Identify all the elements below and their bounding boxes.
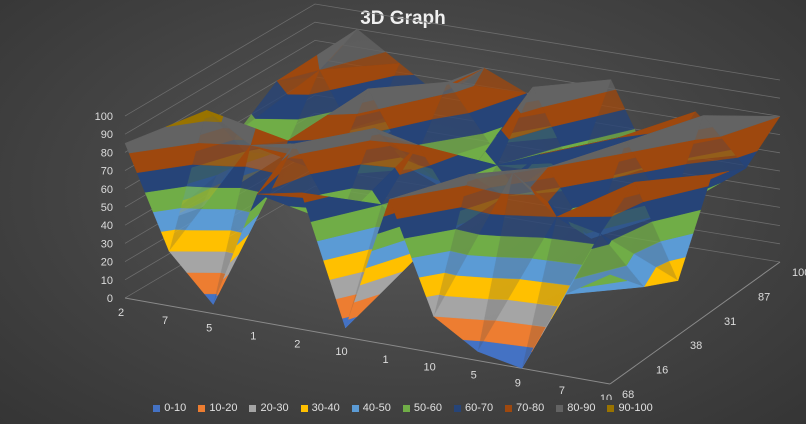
surface-facet: [544, 216, 557, 239]
legend-item: 80-90: [556, 402, 595, 414]
x-tick-label: 5: [471, 370, 477, 382]
surface-facet: [394, 144, 418, 176]
surface-facet: [233, 145, 251, 167]
x-tick-label: 10: [600, 393, 612, 400]
surface-facet: [433, 316, 485, 342]
gridline: [124, 39, 781, 153]
z-tick-label: 70: [101, 166, 113, 178]
z-tick-label: 30: [101, 238, 113, 250]
surface-plot: 0 10 20 30 40 50 60 70 80 90 100 2 7 5 1 2 10 1 10 5 9 7 10 68 1…: [95, 3, 806, 400]
z-tick-label: 80: [101, 147, 113, 159]
legend-swatch: [402, 404, 410, 412]
legend-item: 0-10: [153, 402, 186, 414]
legend-label: 60-70: [465, 402, 494, 414]
surface-facet: [516, 87, 533, 114]
x-tick-label: 10: [424, 362, 436, 374]
z-tick-label: 20: [101, 257, 113, 269]
surface-facet: [539, 137, 619, 155]
surface-facet: [286, 69, 321, 95]
gridline: [124, 21, 781, 135]
surface-facet: [301, 192, 329, 203]
surface-facet: [165, 110, 208, 128]
x-tick-label: 5: [206, 323, 212, 335]
legend-item: 70-80: [505, 402, 544, 414]
legend-label: 10-20: [209, 402, 238, 414]
surface-facet: [317, 28, 358, 71]
legend-item: 10-20: [198, 402, 237, 414]
z-tick-label: 100: [95, 111, 113, 123]
x-tick-label: 2: [294, 338, 300, 350]
legend-swatch: [607, 404, 615, 412]
x-tick-label: 7: [162, 315, 168, 327]
x-axis-line: [124, 297, 611, 385]
y-tick-label: 38: [690, 340, 702, 352]
surface-facet: [580, 274, 628, 288]
legend-swatch: [505, 404, 513, 412]
y-tick-label: 68: [622, 389, 634, 400]
legend-swatch: [454, 404, 462, 412]
legend-item: 90-100: [607, 402, 653, 414]
legend-swatch: [249, 404, 257, 412]
surface-facet: [547, 141, 627, 168]
legend: 0-10 10-20 20-30 30-40 40-50 50-60 60-70 70-80 8…: [0, 402, 806, 414]
surface-facet: [556, 181, 636, 218]
legend-label: 70-80: [516, 402, 545, 414]
legend-label: 0-10: [164, 402, 187, 414]
surface-facet: [281, 143, 295, 161]
surface-facet: [389, 174, 470, 200]
legend-label: 20-30: [260, 402, 289, 414]
x-tick-label: 10: [335, 346, 347, 358]
x-tick-label: 9: [515, 377, 521, 389]
legend-label: 50-60: [413, 402, 443, 414]
y-tick-label: 31: [724, 316, 736, 328]
x-tick-label: 1: [250, 330, 256, 342]
legend-item: 30-40: [300, 402, 340, 414]
legend-item: 60-70: [454, 402, 493, 414]
z-tick-label: 0: [107, 293, 113, 305]
z-tick-label: 90: [101, 129, 113, 141]
surface-facet: [591, 233, 601, 249]
surface-facet: [501, 172, 514, 195]
legend-item: 20-30: [249, 402, 289, 414]
y-tick-label: 100: [792, 267, 806, 279]
z-tick-label: 40: [101, 220, 113, 232]
x-tick-label: 1: [382, 354, 388, 366]
legend-item: 50-60: [402, 402, 443, 414]
legend-label: 80-90: [567, 402, 596, 414]
surface-facet: [462, 339, 481, 352]
surface-facet: [186, 272, 221, 295]
legend-label: 40-50: [362, 402, 391, 414]
z-tick-label: 50: [101, 202, 113, 214]
surface-facet: [327, 88, 369, 116]
legend-swatch: [198, 404, 206, 412]
legend-swatch: [351, 404, 359, 412]
z-tick-label: 60: [101, 184, 113, 196]
legend-swatch: [300, 404, 308, 412]
legend-swatch: [153, 404, 161, 412]
legend-swatch: [556, 404, 564, 412]
gridline: [124, 3, 781, 117]
legend-label: 30-40: [311, 402, 340, 414]
surface-facet: [124, 120, 205, 154]
legend-item: 40-50: [351, 402, 391, 414]
y-tick-label: 87: [758, 291, 770, 303]
z-tick-label: 10: [101, 275, 113, 287]
x-tick-label: 2: [118, 307, 124, 319]
y-axis-line: [609, 261, 781, 385]
y-tick-label: 16: [656, 365, 668, 377]
x-tick-label: 7: [559, 385, 565, 397]
legend-label: 90-100: [618, 402, 653, 414]
surface-facet: [168, 251, 226, 273]
